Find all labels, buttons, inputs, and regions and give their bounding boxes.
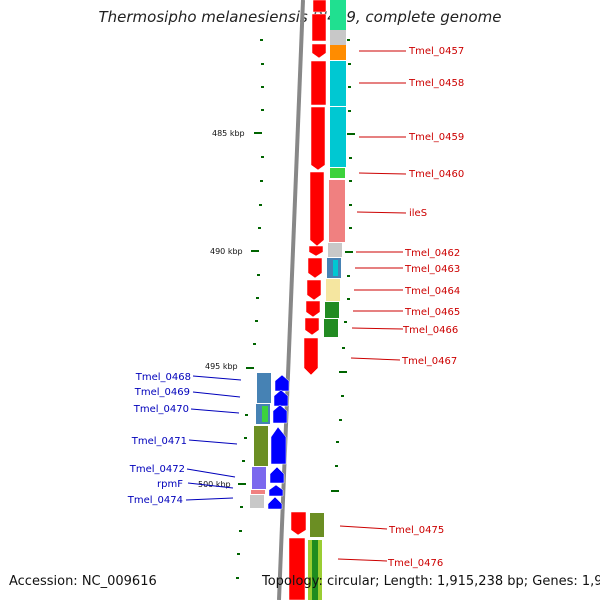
gene-label[interactable]: Tmel_0460 <box>408 169 464 180</box>
gene-label[interactable]: Tmel_0459 <box>408 132 464 143</box>
gene-label[interactable]: rpmF <box>157 479 183 490</box>
reverse-strand-genes[interactable] <box>267 374 290 510</box>
gene-label[interactable]: Tmel_0458 <box>408 78 464 89</box>
right-gene-colorbar <box>308 0 346 600</box>
kbp-ticks <box>238 132 355 492</box>
gene-label[interactable]: Tmel_0467 <box>401 356 457 367</box>
tick-label-485: 485 kbp <box>212 129 245 138</box>
scale-dots <box>236 39 352 579</box>
gene-label[interactable]: Tmel_0466 <box>402 325 458 336</box>
gene-label[interactable]: Tmel_0472 <box>129 464 185 475</box>
gene-label[interactable]: Tmel_0464 <box>404 286 460 297</box>
topology-text: Topology: circular; Length: 1,915,238 bp… <box>262 574 600 589</box>
gene-label[interactable]: Tmel_0457 <box>408 46 464 57</box>
left-leader-lines <box>185 375 242 501</box>
gene-label[interactable]: Tmel_0468 <box>135 372 191 383</box>
gene-label[interactable]: Tmel_0465 <box>404 307 460 318</box>
gene-label[interactable]: Tmel_0476 <box>387 558 443 569</box>
gene-label[interactable]: Tmel_0462 <box>404 248 460 259</box>
left-gene-labels: Tmel_0468 Tmel_0469 Tmel_0470 Tmel_0471 … <box>127 372 191 506</box>
accession-text: Accession: NC_009616 <box>9 574 157 589</box>
left-gene-colorbar <box>250 373 271 508</box>
right-leader-lines <box>337 50 407 562</box>
right-gene-labels: Tmel_0457 Tmel_0458 Tmel_0459 Tmel_0460 … <box>387 46 464 569</box>
map-title: Thermosipho melanesiensis BI429, complet… <box>98 8 502 26</box>
gene-label[interactable]: Tmel_0470 <box>133 404 189 415</box>
tick-label-490: 490 kbp <box>210 247 243 256</box>
gene-label[interactable]: Tmel_0469 <box>134 387 190 398</box>
tick-label-495: 495 kbp <box>205 362 238 371</box>
gene-label[interactable]: Tmel_0475 <box>388 525 444 536</box>
genome-backbone <box>277 0 305 600</box>
gene-label[interactable]: Tmel_0463 <box>404 264 460 275</box>
tick-label-500: 500 kbp <box>198 480 231 489</box>
gene-label[interactable]: Tmel_0471 <box>131 436 187 447</box>
gene-label[interactable]: Tmel_0474 <box>127 495 183 506</box>
gene-label[interactable]: ileS <box>409 208 427 219</box>
forward-strand-genes[interactable] <box>288 0 327 600</box>
